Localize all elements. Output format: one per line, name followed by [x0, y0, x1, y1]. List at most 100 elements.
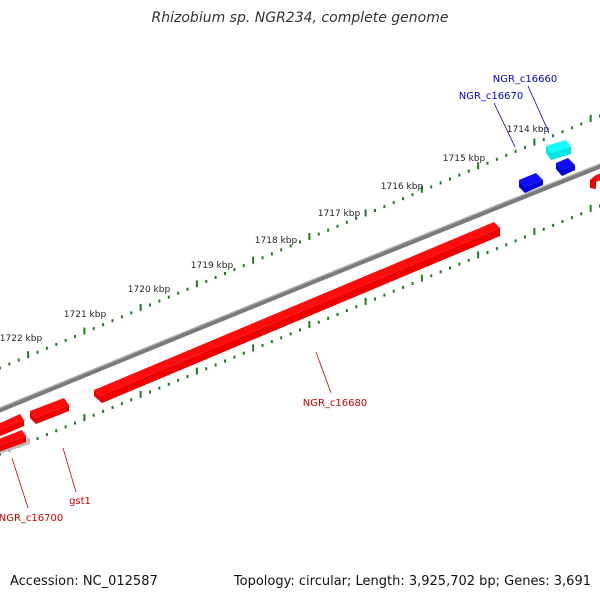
ruler-tick-mark [45, 346, 48, 350]
ruler-tick-mark [214, 363, 217, 367]
chromosome-backbone-highlight [0, 163, 600, 409]
gene-labels: NGR_c16660 NGR_c16670 NGR_c16680 gst1 NGR_c1… [0, 74, 557, 524]
ruler-tick-mark [167, 382, 170, 386]
ruler-tick-mark [402, 285, 405, 289]
ruler-tick-mark [92, 413, 95, 417]
gene-label: NGR_c16700 [0, 513, 63, 524]
ruler-tick-mark [402, 197, 405, 201]
ruler-tick-mark [561, 220, 564, 223]
ruler-tick-mark [374, 209, 376, 212]
gene-label: gst1 [69, 496, 91, 507]
ruler-tick-mark [261, 344, 264, 347]
ruler-tick-mark [420, 274, 423, 282]
ruler-tick-mark [345, 309, 348, 313]
ruler-tick-mark [280, 248, 283, 252]
ruler-tick-label: 1718 kbp [255, 236, 298, 246]
gene-label: NGR_c16670 [459, 91, 524, 102]
gene-label-leader-line [527, 85, 550, 134]
ruler-tick-mark [580, 122, 583, 126]
ruler-tick-mark [355, 216, 358, 220]
ruler-tick-mark [195, 280, 198, 288]
ruler-tick-mark [27, 351, 30, 359]
ruler-tick-mark [317, 232, 320, 236]
gene-feature-2-body [519, 180, 543, 193]
ruler-tick-mark [561, 130, 564, 134]
gene-ngr-c16670[interactable] [556, 158, 575, 176]
ruler-tick-mark [158, 299, 161, 303]
ruler-tick-mark [139, 390, 142, 398]
ruler-tick-mark [514, 149, 517, 153]
ruler-tick-mark [449, 177, 451, 181]
ruler-tick-mark [45, 433, 48, 437]
gene-gst1-body [0, 420, 24, 437]
ruler-tick-mark [430, 274, 433, 278]
gene-feature-2[interactable] [519, 173, 543, 193]
ruler-tick-label: 1721 kbp [64, 310, 107, 320]
gene-ngr-c16680-body [94, 228, 500, 403]
ruler-tick-labels: 1714 kbp 1715 kbp 1716 kbp 1717 kbp 1718 kbp… [0, 125, 549, 344]
ruler-tick-mark [477, 251, 480, 259]
ruler-tick-mark [92, 327, 95, 331]
gene-ngr-c16670-body [556, 163, 575, 176]
gene-gst1[interactable] [0, 414, 24, 438]
ruler-tick-mark [477, 162, 480, 170]
gene-feature-3[interactable] [590, 173, 600, 189]
gene-feature-5[interactable] [30, 398, 69, 424]
gene-label-leader-line [315, 351, 332, 394]
ruler-tick-label: 1717 kbp [318, 209, 361, 219]
ruler-tick-mark [83, 327, 86, 335]
ruler-tick-mark [36, 350, 39, 354]
ruler-tick-mark [186, 287, 189, 291]
ruler-tick-mark [533, 138, 536, 146]
ruler-tick-mark [36, 437, 39, 440]
ruler-tick-mark [261, 256, 264, 260]
ruler-tick-mark [64, 338, 67, 342]
ruler-tick-mark [149, 390, 151, 394]
ruler-tick-mark [74, 421, 76, 425]
ruler-tick-mark [149, 303, 151, 307]
gene-features[interactable] [0, 140, 600, 455]
ruler-tick-mark [327, 316, 330, 320]
ruler-tick-mark [102, 409, 105, 413]
ruler-tick-mark [289, 244, 292, 248]
gene-feature-2-top-face [519, 173, 543, 187]
ruler-tick-mark [542, 227, 545, 231]
ruler-tick-mark [449, 266, 451, 270]
ruler-tick-mark [280, 336, 283, 340]
ruler-tick-mark [495, 247, 498, 251]
gene-ngr-c16700[interactable] [0, 430, 26, 453]
ruler-tick-mark [570, 126, 573, 130]
ruler-tick-mark [205, 279, 208, 283]
ruler-tick-label: 1714 kbp [507, 125, 550, 135]
gene-ngr-c16660-top-face [546, 140, 571, 153]
ruler-tick-mark [355, 305, 358, 309]
ruler-tick-mark [177, 378, 180, 382]
ruler-tick-mark [55, 342, 58, 346]
ruler-tick-mark [270, 252, 273, 256]
ruler-tick-mark [374, 297, 376, 301]
ruler-tick-mark [533, 228, 536, 236]
ruler-tick-mark [495, 157, 498, 161]
gene-ngr-c16680[interactable] [94, 222, 500, 403]
ruler-tick-mark [270, 340, 273, 344]
ruler-tick-mark [524, 235, 526, 239]
ruler-tick-label: 1720 kbp [128, 285, 171, 295]
ruler-tick-mark [458, 262, 461, 266]
ruler-tick-mark [336, 313, 339, 316]
ruler-tick-mark [17, 358, 20, 362]
ruler-tick-mark [55, 429, 58, 433]
gene-ngr-c16660[interactable] [546, 140, 571, 160]
ruler-tick-mark [580, 212, 583, 216]
gene-ngr-c16660-body [546, 146, 571, 160]
gene-label-leader-line [493, 102, 516, 148]
ruler-tick-mark [64, 425, 67, 429]
ruler-tick-mark [589, 114, 592, 122]
ruler-tick-mark [214, 275, 217, 279]
ruler-tick-mark [224, 359, 226, 363]
gene-label: NGR_c16660 [493, 74, 558, 85]
ruler-tick-mark [233, 355, 236, 359]
ruler-tick-mark [139, 303, 142, 311]
ruler-tick-mark [570, 216, 573, 220]
